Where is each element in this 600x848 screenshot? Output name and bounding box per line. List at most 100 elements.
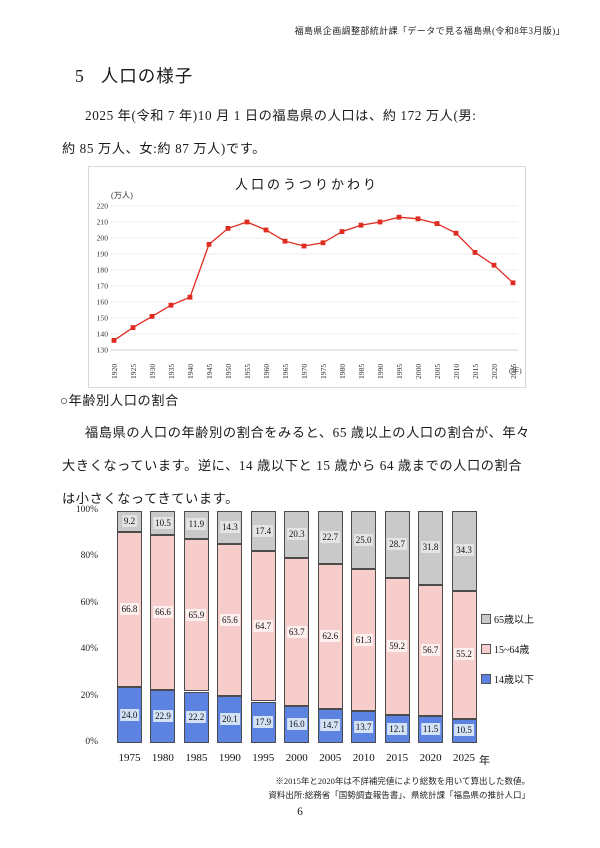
bar-value-label: 34.3 bbox=[454, 544, 474, 557]
x-axis-tick: 2010 bbox=[452, 364, 461, 379]
x-axis-tick: 1945 bbox=[205, 364, 214, 379]
data-marker bbox=[149, 314, 155, 319]
source-citation: 資料出所:総務省「国勢調査報告書」、県統計課「福島県の推計人口」 bbox=[268, 789, 530, 800]
line-chart-title: 人口のうつりかわり bbox=[234, 177, 379, 192]
legend-swatch-icon bbox=[481, 613, 491, 624]
legend-label: 14歳以下 bbox=[494, 675, 534, 686]
bar-value-label: 10.5 bbox=[454, 724, 474, 737]
data-marker bbox=[510, 280, 516, 286]
x-axis-tick: 1985 bbox=[357, 364, 366, 379]
age-structure-bar-chart: 0% 20% 40% 60% 80% 100% 24.0 66.8 9.2 1975 22.9 66.… bbox=[0, 498, 600, 778]
data-marker bbox=[434, 221, 440, 226]
population-line-chart: 130 140 150 160 170 180 190 200 210 220 (万人) 1920 19… bbox=[88, 166, 526, 388]
x-axis-tick: 1970 bbox=[300, 364, 309, 379]
intro-line-2: 約 85 万人、女:約 87 万人)です。 bbox=[62, 141, 266, 156]
bar-category-label: 1985 bbox=[185, 752, 208, 764]
footnote: ※2015年と2020年は不詳補完値により総数を用いて算出した数値。 bbox=[275, 776, 530, 786]
page-header: 福島県企画調整部統計課「データで見る福島県(令和8年3月版)」 bbox=[294, 26, 565, 36]
bar-value-label: 22.2 bbox=[186, 710, 207, 723]
x-axis-tick: 1950 bbox=[224, 364, 233, 379]
bar-value-label: 14.7 bbox=[320, 719, 341, 732]
bar-value-label: 22.7 bbox=[320, 530, 341, 543]
y-axis-tick: 130 bbox=[97, 346, 109, 355]
y-axis-tick: 220 bbox=[97, 202, 109, 211]
bar-value-label: 13.7 bbox=[353, 720, 374, 733]
legend-swatch-icon bbox=[481, 673, 491, 684]
section-title-text: 人口の様子 bbox=[100, 66, 194, 86]
bar-value-label: 64.7 bbox=[253, 619, 274, 632]
subsection-heading: ○年齢別人口の割合 bbox=[60, 393, 179, 408]
data-marker bbox=[263, 227, 269, 233]
bar-value-label: 28.7 bbox=[387, 537, 407, 550]
bar-category-label: 2015 bbox=[386, 752, 409, 764]
population-line bbox=[113, 216, 514, 341]
bar-value-label: 61.3 bbox=[353, 633, 374, 646]
data-marker bbox=[358, 222, 364, 228]
y-axis-tick: 180 bbox=[97, 266, 109, 275]
y-axis-tick: 190 bbox=[97, 250, 109, 259]
bar-value-label: 25.0 bbox=[353, 533, 374, 546]
bar-category-label: 2010 bbox=[352, 752, 375, 764]
data-marker bbox=[377, 219, 383, 225]
x-axis-tick: 2025 bbox=[509, 364, 518, 379]
legend-label: 15~64歳 bbox=[494, 645, 530, 656]
x-axis-tick: 1980 bbox=[338, 364, 347, 379]
bar-value-label: 11.5 bbox=[420, 723, 441, 736]
bar-category-label: 1980 bbox=[151, 752, 174, 764]
y-axis-tick: 160 bbox=[97, 298, 109, 307]
x-axis-tick: 2020 bbox=[490, 364, 499, 379]
x-axis-tick: 1935 bbox=[167, 364, 176, 379]
data-marker bbox=[339, 229, 345, 234]
bar-value-label: 17.9 bbox=[253, 715, 274, 728]
x-axis-tick: 1975 bbox=[319, 364, 328, 379]
bar-value-label: 9.2 bbox=[121, 515, 138, 528]
bar-y-axis-tick: 0% bbox=[85, 737, 98, 747]
bar-value-label: 65.6 bbox=[219, 613, 240, 626]
x-axis-tick: 1960 bbox=[262, 364, 271, 379]
x-axis-tick: 1940 bbox=[186, 364, 195, 379]
data-marker bbox=[244, 219, 250, 225]
intro-line-1: 2025 年(令和 7 年)10 月 1 日の福島県の人口は、約 172 万人(… bbox=[85, 108, 477, 123]
section-number: 5 bbox=[75, 66, 85, 86]
x-axis-tick: 2000 bbox=[414, 364, 423, 379]
bar-value-label: 24.0 bbox=[119, 708, 140, 721]
x-axis-tick: 1965 bbox=[281, 364, 290, 379]
data-marker bbox=[453, 230, 459, 236]
bar-category-label: 2025 bbox=[453, 752, 475, 764]
bar-x-axis-unit: 年 bbox=[479, 755, 490, 767]
section-line-2: 大きくなっています。逆に、14 歳以下と 15 歳から 64 歳までの人口の割合 bbox=[62, 458, 523, 473]
legend-label: 65歳以上 bbox=[494, 615, 534, 626]
bar-value-label: 10.5 bbox=[153, 516, 173, 529]
bar-value-label: 11.9 bbox=[186, 518, 207, 531]
page-title: 5 人口の様子 bbox=[75, 63, 193, 88]
bar-y-axis-tick: 60% bbox=[80, 597, 98, 608]
legend-item: 14歳以下 bbox=[481, 671, 534, 686]
x-axis-tick: 1925 bbox=[129, 364, 138, 379]
bar-category-label: 2000 bbox=[285, 752, 308, 764]
page-number: 6 bbox=[297, 806, 303, 818]
bar-value-label: 55.2 bbox=[454, 648, 474, 661]
data-marker bbox=[301, 243, 307, 249]
bar-value-label: 65.9 bbox=[186, 608, 207, 621]
section-line-1: 福島県の人口の年齢別の割合をみると、65 歳以上の人口の割合が、年々 bbox=[85, 425, 530, 440]
legend-swatch-icon bbox=[481, 643, 491, 654]
y-axis-tick: 210 bbox=[97, 218, 109, 227]
x-axis-tick: 2005 bbox=[433, 364, 442, 379]
bar-y-axis-tick: 40% bbox=[80, 644, 98, 655]
bar-value-label: 22.9 bbox=[153, 709, 173, 722]
bar-category-label: 2020 bbox=[419, 752, 442, 764]
bar-category-label: 1990 bbox=[218, 752, 241, 764]
data-marker bbox=[320, 240, 326, 246]
bar-category-label: 1975 bbox=[118, 752, 141, 764]
data-marker bbox=[472, 250, 478, 255]
bar-category-label: 1995 bbox=[252, 752, 275, 764]
x-axis-tick: 1955 bbox=[243, 364, 252, 379]
legend-item: 15~64歳 bbox=[481, 641, 529, 656]
y-axis-tick: 140 bbox=[97, 330, 109, 339]
data-marker bbox=[206, 242, 212, 247]
section-line-3: は小さくなってきています。 bbox=[62, 491, 239, 506]
x-axis-unit: (年) bbox=[509, 365, 522, 375]
bar-value-label: 16.0 bbox=[286, 717, 307, 730]
data-marker bbox=[130, 325, 136, 330]
